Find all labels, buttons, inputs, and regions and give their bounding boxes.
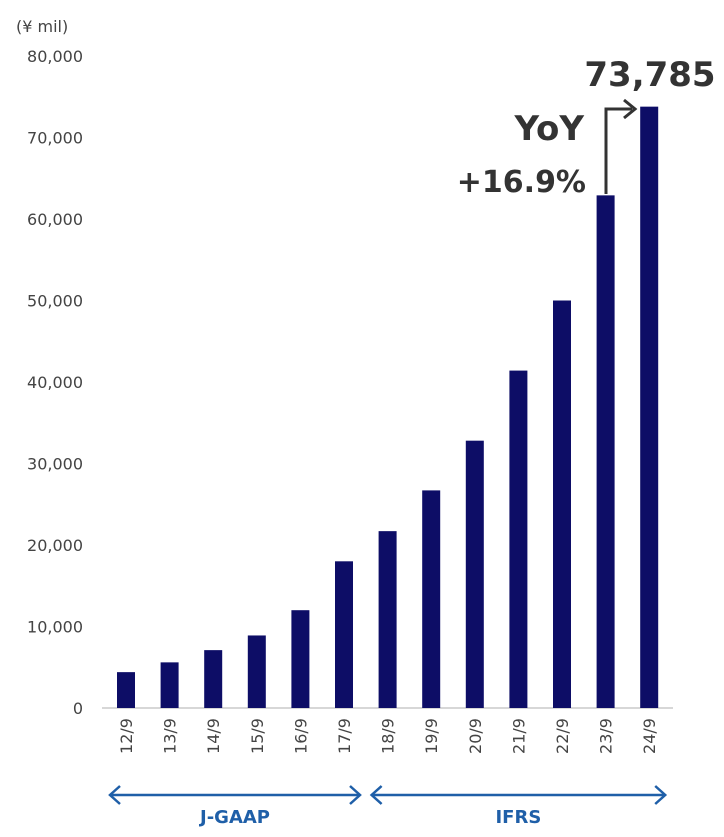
bar <box>640 106 659 709</box>
arrow-left-icon <box>369 785 383 805</box>
x-tick-label: 19/9 <box>422 718 441 754</box>
bar <box>160 662 179 708</box>
callout-connector-line <box>604 107 632 194</box>
x-tick-label: 22/9 <box>553 718 572 754</box>
callout-change-label: +16.9% <box>457 165 586 200</box>
y-tick-label: 20,000 <box>27 536 83 555</box>
bars <box>117 106 659 709</box>
y-unit-label: (¥ mil) <box>16 17 68 36</box>
bar <box>553 300 571 708</box>
yoy-callout: 73,785 YoY +16.9% <box>457 55 716 200</box>
bar <box>291 610 310 708</box>
arrow-right-icon <box>654 785 668 805</box>
x-tick-label: 14/9 <box>204 718 223 754</box>
y-tick-label: 0 <box>73 699 83 718</box>
y-tick-label: 10,000 <box>27 618 83 637</box>
y-tick-label: 50,000 <box>27 292 83 311</box>
x-tick-label: 13/9 <box>161 718 180 754</box>
standard-label: IFRS <box>495 807 541 828</box>
y-tick-label: 80,000 <box>27 47 83 66</box>
arrow-left-icon <box>108 785 121 805</box>
x-axis-ticks: 12/9 13/9 14/9 15/9 16/9 17/9 18/9 19/9 20/9 21/9… <box>117 718 659 754</box>
bar <box>204 650 223 708</box>
bar <box>378 531 397 708</box>
standard-label: J-GAAP <box>198 807 270 828</box>
y-tick-label: 60,000 <box>27 210 83 229</box>
bar <box>596 195 615 709</box>
x-tick-label: 23/9 <box>597 718 616 754</box>
y-tick-label: 40,000 <box>27 373 83 392</box>
y-tick-label: 70,000 <box>27 129 83 148</box>
bar <box>335 561 353 708</box>
y-axis-ticks: 0 10,000 20,000 30,000 40,000 50,000 60,000 70,… <box>27 47 83 718</box>
x-tick-label: 21/9 <box>509 718 528 754</box>
accounting-standard-arrows: J-GAAP IFRS <box>108 785 668 828</box>
callout-value-label: 73,785 <box>584 55 715 95</box>
callout-arrow-icon <box>623 98 638 120</box>
x-tick-label: 12/9 <box>117 718 136 754</box>
x-tick-label: 18/9 <box>379 718 398 754</box>
x-tick-label: 16/9 <box>291 718 310 754</box>
bar <box>422 490 441 708</box>
bar <box>117 672 135 708</box>
x-tick-label: 17/9 <box>335 718 354 754</box>
bar <box>247 635 266 708</box>
x-tick-label: 24/9 <box>640 718 659 754</box>
x-tick-label: 20/9 <box>466 718 485 754</box>
callout-yoy-label: YoY <box>514 109 585 149</box>
bar <box>509 370 528 708</box>
x-tick-label: 15/9 <box>248 718 267 754</box>
arrow-right-icon <box>349 785 362 805</box>
y-tick-label: 30,000 <box>27 455 83 474</box>
bar <box>465 440 484 708</box>
